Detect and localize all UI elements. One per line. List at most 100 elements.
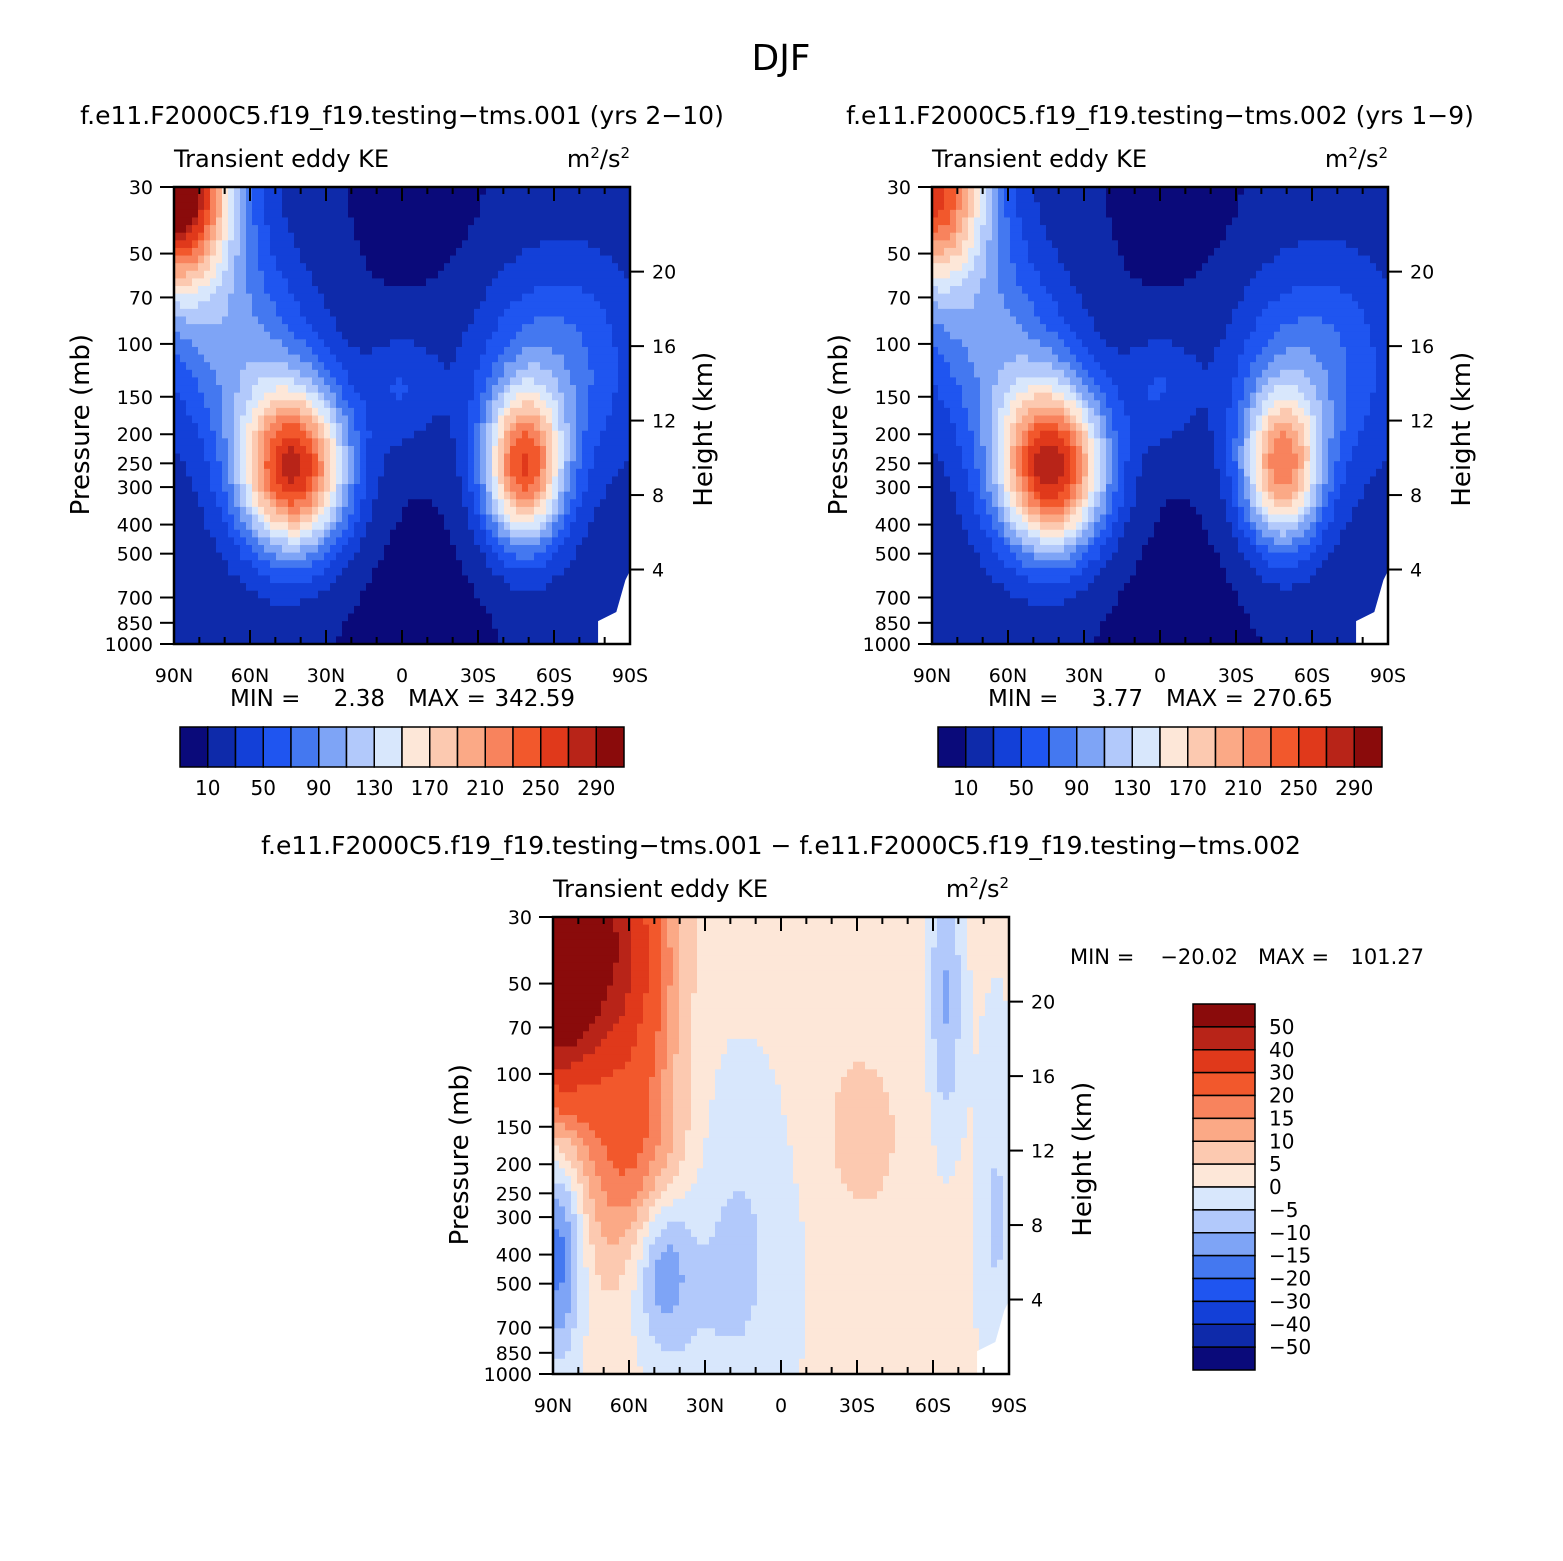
contour-cell xyxy=(420,240,427,249)
contour-cell xyxy=(282,362,289,371)
contour-cell xyxy=(444,346,451,356)
contour-cell xyxy=(390,476,397,485)
contour-cell xyxy=(288,301,295,310)
contour-cell xyxy=(222,567,229,577)
contour-cell xyxy=(588,636,595,645)
contour-cell xyxy=(390,430,397,439)
contour-cell xyxy=(192,445,199,455)
contour-cell xyxy=(336,202,343,211)
contour-cell xyxy=(540,514,547,523)
contour-cell xyxy=(486,232,493,241)
contour-cell xyxy=(426,583,433,592)
contour-cell xyxy=(240,316,247,325)
contour-cell xyxy=(944,270,951,279)
contour-cell xyxy=(336,468,343,478)
contour-cell xyxy=(588,270,595,279)
contour-cell xyxy=(618,514,625,523)
contour-cell xyxy=(372,263,379,272)
contour-cell xyxy=(372,308,379,318)
contour-cell xyxy=(570,529,577,538)
contour-cell xyxy=(546,583,553,592)
contour-cell xyxy=(384,529,391,538)
contour-cell xyxy=(180,392,187,401)
contour-cell xyxy=(336,544,343,554)
contour-cell xyxy=(204,187,211,196)
contour-cell xyxy=(546,605,553,615)
contour-cell xyxy=(270,484,277,493)
contour-cell xyxy=(510,583,517,592)
contour-cell xyxy=(600,499,607,508)
contour-cell xyxy=(420,293,427,302)
contour-cell xyxy=(498,438,505,447)
contour-cell xyxy=(294,255,301,264)
contour-cell xyxy=(414,506,421,516)
contour-cell xyxy=(618,339,625,348)
contour-cell xyxy=(956,369,963,379)
contour-cell xyxy=(216,240,223,249)
contour-cell xyxy=(510,514,517,523)
contour-cell xyxy=(944,567,951,577)
contour-cell xyxy=(186,339,193,348)
contour-cell xyxy=(210,354,217,363)
contour-cell xyxy=(600,529,607,538)
contour-cell xyxy=(204,628,211,637)
contour-cell xyxy=(396,529,403,538)
contour-cell xyxy=(282,484,289,493)
contour-cell xyxy=(318,255,325,264)
contour-cell xyxy=(174,468,181,478)
contour-cell xyxy=(510,362,517,371)
contour-cell xyxy=(456,225,463,234)
contour-cell xyxy=(450,354,457,363)
contour-cell xyxy=(360,438,367,447)
contour-cell xyxy=(438,544,445,554)
contour-cell xyxy=(378,392,385,401)
contour-cell xyxy=(594,552,601,561)
contour-cell xyxy=(252,567,259,577)
contour-cell xyxy=(594,232,601,241)
contour-cell xyxy=(186,346,193,356)
contour-cell xyxy=(384,613,391,622)
contour-cell xyxy=(186,506,193,516)
contour-cell xyxy=(378,476,385,485)
contour-cell xyxy=(462,506,469,516)
contour-cell xyxy=(540,331,547,340)
contour-cell xyxy=(486,392,493,401)
contour-cell xyxy=(330,209,337,219)
contour-cell xyxy=(492,415,499,424)
contour-cell xyxy=(492,255,499,264)
contour-cell xyxy=(944,445,951,455)
contour-cell xyxy=(450,621,457,630)
contour-cell xyxy=(462,514,469,523)
contour-cell xyxy=(606,522,613,531)
contour-cell xyxy=(318,278,325,287)
contour-cell xyxy=(216,476,223,485)
contour-cell xyxy=(558,278,565,287)
contour-cell xyxy=(528,209,535,219)
contour-cell xyxy=(426,484,433,493)
contour-cell xyxy=(216,468,223,478)
contour-cell xyxy=(180,484,187,493)
contour-cell xyxy=(576,423,583,432)
contour-cell xyxy=(186,415,193,424)
contour-cell xyxy=(246,514,253,523)
contour-cell xyxy=(174,293,181,302)
contour-cell xyxy=(498,423,505,432)
contour-cell xyxy=(462,217,469,226)
contour-cell xyxy=(198,605,205,615)
contour-cell xyxy=(552,476,559,485)
contour-cell xyxy=(366,316,373,325)
contour-cell xyxy=(492,263,499,272)
contour-cell xyxy=(938,293,945,302)
contour-cell xyxy=(318,522,325,531)
contour-cell xyxy=(306,583,313,592)
contour-cell xyxy=(444,339,451,348)
contour-cell xyxy=(438,453,445,462)
contour-cell xyxy=(234,293,241,302)
contour-cell xyxy=(312,369,319,379)
contour-cell xyxy=(186,430,193,439)
contour-cell xyxy=(414,552,421,561)
contour-cell xyxy=(420,621,427,630)
contour-cell xyxy=(414,278,421,287)
contour-cell xyxy=(552,628,559,637)
contour-cell xyxy=(318,217,325,226)
